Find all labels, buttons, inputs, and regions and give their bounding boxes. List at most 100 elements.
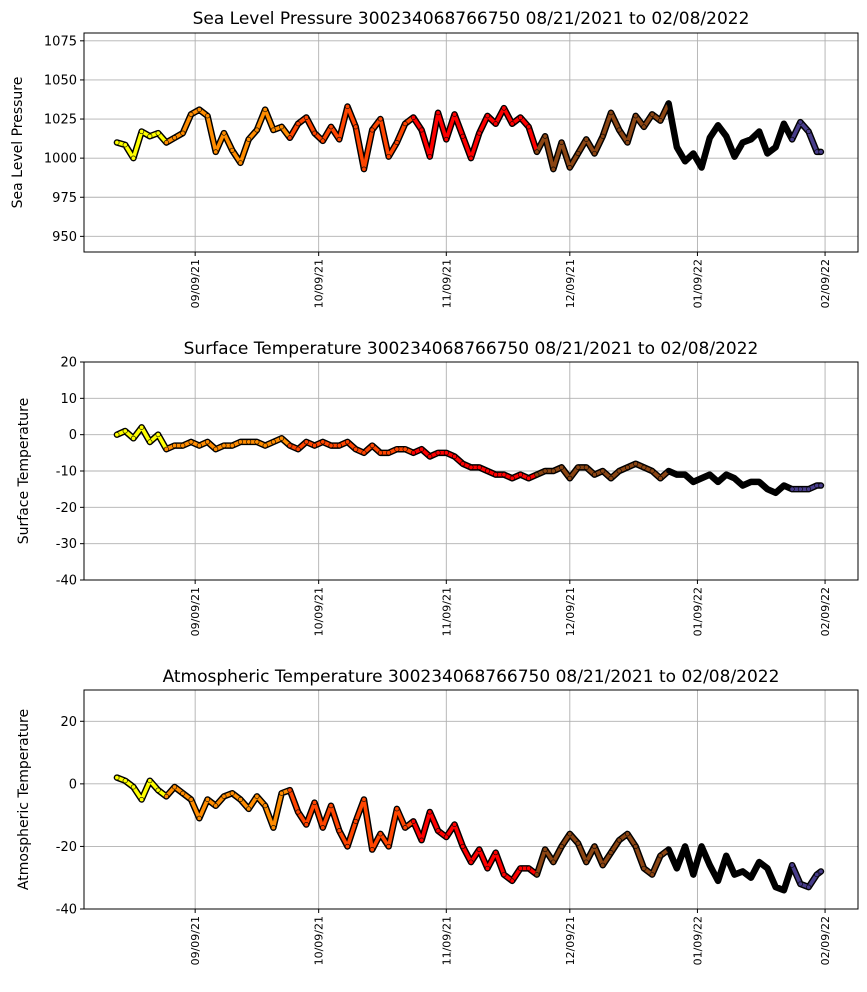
data-point	[130, 784, 136, 790]
axes-frame	[83, 689, 859, 910]
data-point	[435, 828, 441, 834]
data-point	[773, 884, 779, 890]
data-point	[773, 490, 779, 496]
data-point	[221, 130, 227, 136]
axes-frame	[83, 32, 859, 253]
y-tick-label: -20	[56, 501, 77, 516]
data-point	[419, 837, 425, 843]
data-point	[188, 796, 194, 802]
data-point	[517, 114, 523, 120]
series-segment	[304, 800, 317, 827]
series-segment	[765, 866, 778, 889]
data-point	[517, 865, 523, 871]
data-point	[312, 800, 318, 806]
data-point	[814, 149, 820, 155]
series-segment	[337, 104, 350, 142]
data-point	[353, 818, 359, 824]
series-segment	[551, 140, 564, 171]
series-segment	[633, 844, 646, 871]
data-point	[394, 446, 400, 452]
data-point	[592, 472, 598, 478]
data-point	[435, 110, 441, 116]
series-segment	[428, 110, 440, 159]
data-point	[205, 796, 211, 802]
data-point	[122, 428, 128, 434]
data-point	[559, 843, 565, 849]
data-point	[550, 468, 556, 474]
data-point	[254, 127, 260, 133]
data-point	[674, 472, 680, 478]
series-segment	[362, 128, 374, 171]
data-point	[583, 464, 589, 470]
x-tick-label: 02/09/22	[819, 916, 832, 965]
data-point	[476, 130, 482, 136]
series-segment	[732, 140, 745, 159]
data-point	[295, 121, 301, 127]
series-segment	[757, 129, 770, 156]
data-point	[196, 107, 202, 113]
y-tick-label: 20	[60, 715, 77, 730]
series-segment	[419, 128, 432, 159]
data-point	[797, 119, 803, 125]
data-point	[460, 461, 466, 467]
data-point	[633, 461, 639, 467]
data-point	[707, 472, 713, 478]
data-point	[657, 118, 663, 124]
data-point	[616, 468, 622, 474]
data-point	[764, 150, 770, 156]
data-point	[394, 806, 400, 812]
data-point	[583, 136, 589, 142]
series-segment	[650, 854, 663, 877]
series-segment	[658, 101, 671, 123]
data-point	[452, 453, 458, 459]
series-segment	[477, 114, 490, 135]
data-point	[221, 793, 227, 799]
series-segment	[707, 863, 720, 883]
series-segment	[131, 129, 144, 160]
data-point	[188, 439, 194, 445]
series-segment	[320, 125, 333, 143]
data-point	[740, 140, 746, 146]
y-tick-label: 1050	[44, 73, 77, 88]
x-tick-label: 09/09/21	[189, 259, 202, 308]
series-segment	[535, 134, 547, 154]
data-point	[229, 147, 235, 153]
chart-title: Sea Level Pressure 300234068766750 08/21…	[193, 9, 750, 29]
x-tick-label: 02/09/22	[819, 587, 832, 636]
series-segment	[386, 807, 399, 849]
x-tick-label: 01/09/22	[691, 587, 704, 636]
series-segment	[329, 803, 342, 833]
data-point	[172, 443, 178, 449]
data-point	[476, 847, 482, 853]
data-point	[748, 479, 754, 485]
y-tick-label: -40	[56, 574, 77, 589]
data-point	[320, 825, 326, 831]
data-point	[575, 464, 581, 470]
data-point	[205, 439, 211, 445]
series-segment	[790, 863, 803, 886]
data-point	[567, 475, 573, 481]
data-point	[344, 104, 350, 110]
data-point	[534, 149, 540, 155]
series-segment	[609, 110, 622, 132]
data-point	[295, 809, 301, 815]
data-point	[773, 144, 779, 150]
data-point	[723, 133, 729, 139]
series-segment	[255, 107, 267, 132]
series-segment	[345, 819, 358, 849]
data-point	[287, 135, 293, 141]
series-segment	[378, 117, 391, 159]
data-point	[172, 135, 178, 141]
series-segment	[806, 129, 819, 154]
data-point	[237, 796, 243, 802]
data-point	[237, 160, 243, 166]
data-point	[188, 111, 194, 117]
data-point	[246, 439, 252, 445]
data-point	[641, 464, 647, 470]
data-point	[818, 868, 824, 874]
data-point	[196, 815, 202, 821]
series-segment	[320, 803, 333, 830]
data-point	[633, 113, 639, 119]
series-segment	[312, 800, 325, 830]
y-tick-label: -30	[56, 537, 77, 552]
